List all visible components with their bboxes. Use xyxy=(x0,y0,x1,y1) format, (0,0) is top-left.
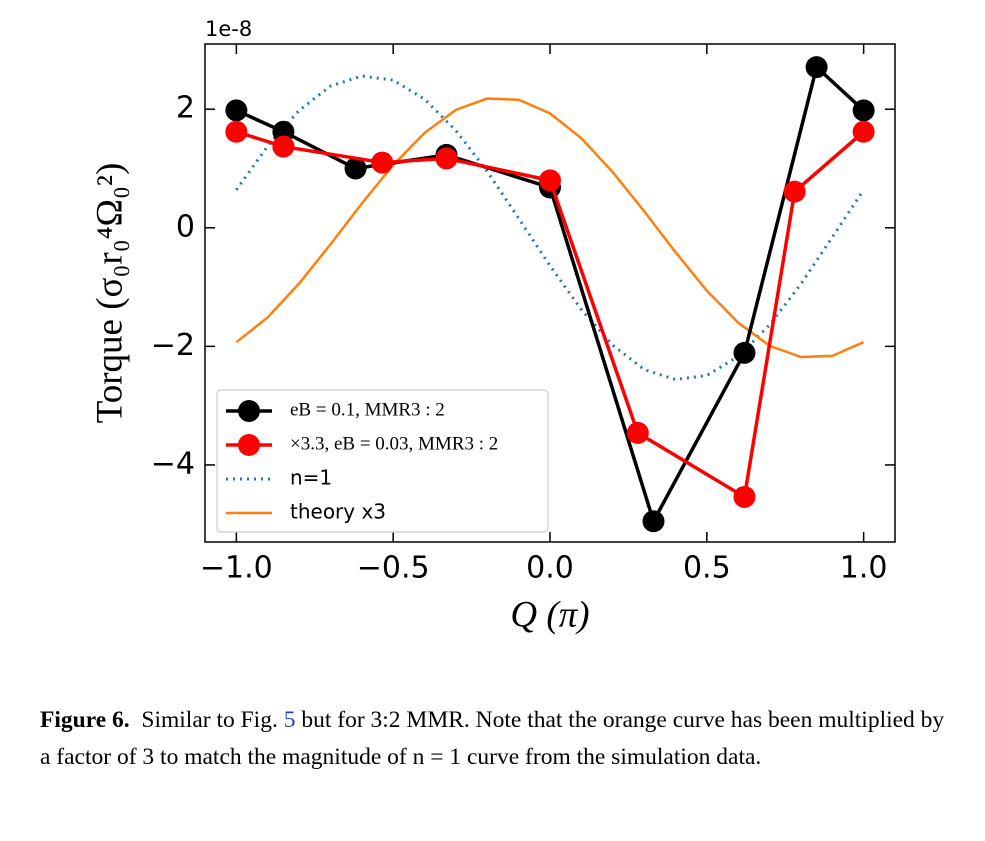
data-point xyxy=(733,485,756,508)
data-point xyxy=(371,151,394,174)
data-point xyxy=(225,99,248,122)
y-tick-label: −4 xyxy=(151,446,195,481)
x-axis-label: Q (π) xyxy=(510,594,589,635)
caption: Figure 6. Similar to Fig. 5 but for 3:2 … xyxy=(40,702,950,776)
data-point xyxy=(852,120,875,143)
data-point xyxy=(642,510,665,533)
legend-marker xyxy=(238,434,260,456)
data-point xyxy=(783,180,806,203)
figure-link[interactable]: 5 xyxy=(283,707,296,733)
data-point xyxy=(225,120,248,143)
x-tick-label: −0.5 xyxy=(357,551,430,586)
x-tick-label: −1.0 xyxy=(200,551,273,586)
x-tick-label: 0.0 xyxy=(526,551,574,586)
chart: 1e-8 Torque (σ₀r₀⁴Ω₀²) Q (π) −1.0 −0.5 0.0… xyxy=(89,17,896,635)
legend-marker xyxy=(238,400,260,422)
legend-label: theory x3 xyxy=(290,500,386,524)
y-axis-label: Torque (σ₀r₀⁴Ω₀²) xyxy=(89,163,130,424)
data-point xyxy=(344,157,367,180)
series-line xyxy=(235,97,865,359)
y-tick-label: 2 xyxy=(176,91,195,126)
caption-text: Similar to Fig. xyxy=(141,707,278,733)
legend-label: eB = 0.1, MMR3 : 2 xyxy=(290,399,445,420)
caption-text: but for 3:2 MMR. Note that the orange cu… xyxy=(40,707,945,770)
offset-label: 1e-8 xyxy=(205,17,252,41)
y-tick-label: −2 xyxy=(151,328,195,363)
x-tick-label: 1.0 xyxy=(840,551,888,586)
legend-label: n=1 xyxy=(290,466,332,490)
data-point xyxy=(539,169,561,192)
data-point xyxy=(733,341,756,364)
data-point xyxy=(272,135,295,158)
data-point xyxy=(805,56,828,79)
caption-label: Figure 6. xyxy=(40,707,130,733)
legend-label: ×3.3, eB = 0.03, MMR3 : 2 xyxy=(290,433,498,454)
x-tick-label: 0.5 xyxy=(683,551,731,586)
data-point xyxy=(852,99,875,122)
data-point xyxy=(626,421,649,444)
plot-frame xyxy=(204,43,896,543)
data-point xyxy=(435,147,458,170)
legend-box xyxy=(216,389,549,533)
y-tick-label: 0 xyxy=(176,209,195,244)
